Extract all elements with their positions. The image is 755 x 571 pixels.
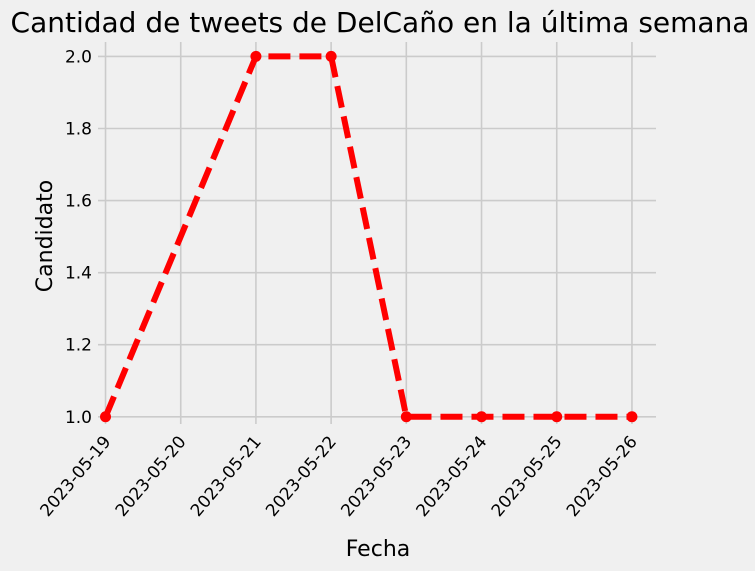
axis-ticks: 1.01.21.41.61.82.02023-05-192023-05-2020… bbox=[37, 47, 642, 520]
y-tick-label: 2.0 bbox=[65, 47, 92, 67]
x-tick-label: 2023-05-22 bbox=[262, 432, 341, 521]
data-point bbox=[551, 411, 563, 423]
x-tick-label: 2023-05-21 bbox=[187, 432, 266, 521]
y-axis-label: Candidato bbox=[33, 180, 58, 292]
chart-title: Cantidad de tweets de DelCaño en la últi… bbox=[11, 6, 750, 39]
data-point bbox=[476, 411, 488, 423]
x-tick-label: 2023-05-23 bbox=[337, 432, 416, 521]
y-tick-label: 1.6 bbox=[65, 192, 92, 212]
x-tick-label: 2023-05-20 bbox=[112, 432, 191, 521]
data-point bbox=[325, 50, 337, 62]
y-tick-label: 1.8 bbox=[65, 119, 92, 139]
data-point bbox=[100, 411, 112, 423]
data-point bbox=[626, 411, 638, 423]
series-layer bbox=[100, 50, 638, 423]
x-tick-label: 2023-05-19 bbox=[37, 432, 116, 521]
y-tick-label: 1.0 bbox=[65, 408, 92, 428]
x-axis-label: Fecha bbox=[346, 537, 411, 562]
series-line bbox=[102, 53, 632, 420]
x-tick-label: 2023-05-25 bbox=[488, 432, 567, 521]
data-point bbox=[250, 50, 262, 62]
grid bbox=[98, 42, 656, 424]
y-tick-label: 1.4 bbox=[65, 264, 92, 284]
x-tick-label: 2023-05-24 bbox=[413, 432, 492, 521]
data-point bbox=[400, 411, 412, 423]
y-tick-label: 1.2 bbox=[65, 336, 92, 356]
x-tick-label: 2023-05-26 bbox=[563, 432, 642, 521]
